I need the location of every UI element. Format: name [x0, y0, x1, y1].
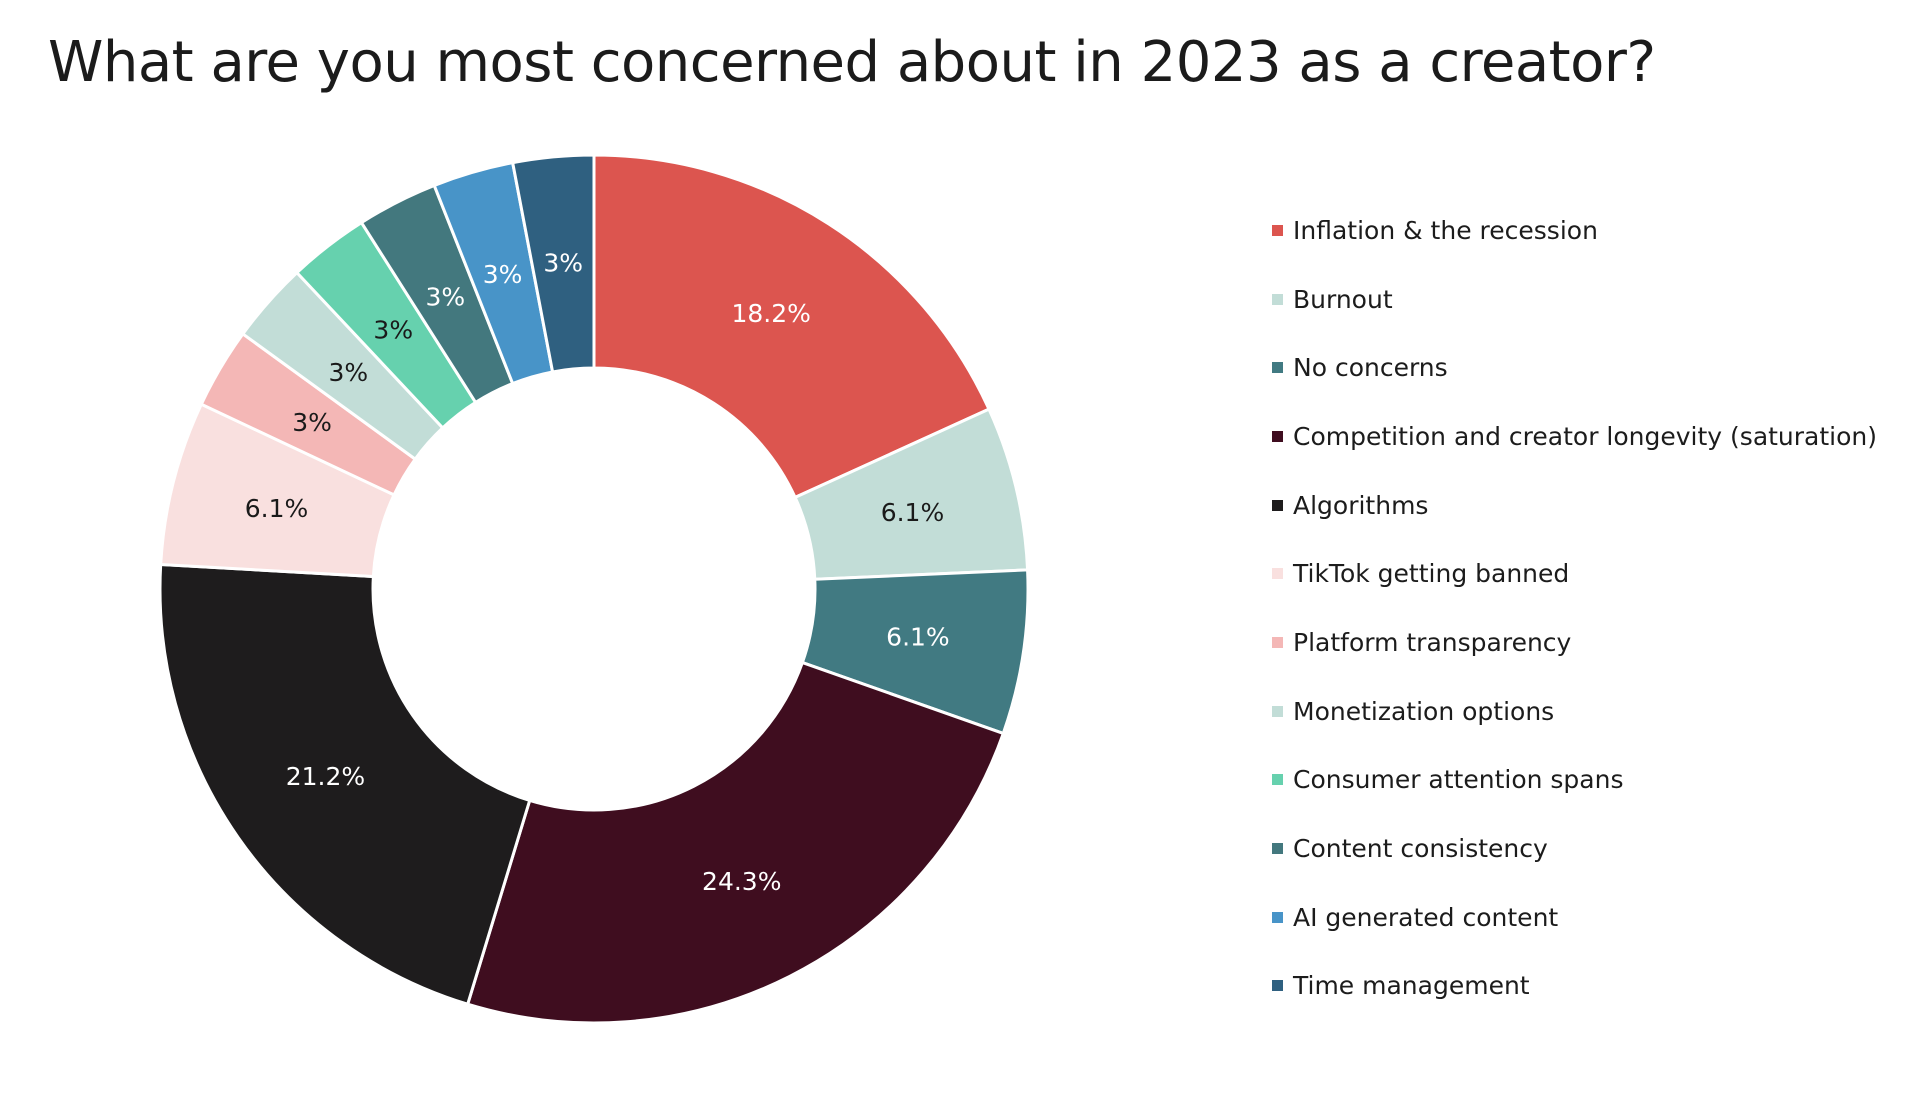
- legend-label: TikTok getting banned: [1293, 559, 1570, 589]
- legend-item: Platform transparency: [1272, 608, 1877, 677]
- data-label-1: 6.1%: [881, 498, 945, 527]
- slice-4: [158, 562, 532, 1007]
- legend-item: Inflation & the recession: [1272, 196, 1877, 265]
- data-label-9: 3%: [425, 283, 465, 312]
- legend: Inflation & the recession Burnout No conce…: [1272, 196, 1877, 1020]
- legend-label: Time management: [1293, 971, 1530, 1001]
- legend-item: Competition and creator longevity (satur…: [1272, 402, 1877, 471]
- legend-label: Monetization options: [1293, 696, 1555, 726]
- legend-swatch: [1272, 636, 1283, 648]
- slice-0: [592, 153, 991, 500]
- donut-chart: 18.2%6.1%6.1%24.3%21.2%6.1%3%3%3%3%3% 3%: [158, 153, 1030, 1025]
- legend-swatch: [1272, 293, 1283, 305]
- data-label-6: 3%: [292, 408, 332, 437]
- legend-item: No concerns: [1272, 333, 1877, 402]
- legend-label: No concerns: [1293, 353, 1448, 383]
- legend-label: Algorithms: [1293, 490, 1429, 520]
- legend-label: Platform transparency: [1293, 627, 1572, 657]
- legend-item: Burnout: [1272, 265, 1877, 334]
- data-label-3: 24.3%: [702, 867, 781, 896]
- legend-swatch: [1272, 843, 1283, 855]
- data-label-0: 18.2%: [732, 299, 811, 328]
- slice-11: [510, 153, 596, 374]
- slice-3: [465, 660, 1006, 1025]
- legend-swatch: [1272, 911, 1283, 923]
- legend-swatch: [1272, 362, 1283, 374]
- data-label-2: 6.1%: [886, 623, 950, 652]
- legend-swatch: [1272, 980, 1283, 992]
- legend-item: Monetization options: [1272, 677, 1877, 746]
- legend-swatch: [1272, 705, 1283, 717]
- legend-label: Burnout: [1293, 284, 1393, 314]
- data-label-4: 21.2%: [286, 762, 365, 791]
- legend-label: Consumer attention spans: [1293, 765, 1624, 795]
- data-label-10: 3%: [483, 260, 523, 289]
- legend-item: AI generated content: [1272, 883, 1877, 952]
- legend-item: Algorithms: [1272, 471, 1877, 540]
- legend-item: Content consistency: [1272, 814, 1877, 883]
- legend-item: Time management: [1272, 952, 1877, 1021]
- data-label-7: 3%: [329, 358, 369, 387]
- legend-label: Inflation & the recession: [1293, 215, 1598, 245]
- data-label-11: 3%: [543, 248, 583, 277]
- chart-title: What are you most concerned about in 202…: [48, 30, 1656, 95]
- legend-item: TikTok getting banned: [1272, 539, 1877, 608]
- legend-swatch: [1272, 499, 1283, 511]
- data-label-5: 6.1%: [245, 494, 309, 523]
- legend-label: AI generated content: [1293, 902, 1559, 932]
- legend-label: Content consistency: [1293, 834, 1548, 864]
- legend-swatch: [1272, 224, 1283, 236]
- legend-label: Competition and creator longevity (satur…: [1293, 421, 1878, 451]
- legend-item: Consumer attention spans: [1272, 746, 1877, 815]
- legend-swatch: [1272, 430, 1283, 442]
- data-label-8: 3%: [373, 316, 413, 345]
- legend-swatch: [1272, 568, 1283, 580]
- legend-swatch: [1272, 774, 1283, 786]
